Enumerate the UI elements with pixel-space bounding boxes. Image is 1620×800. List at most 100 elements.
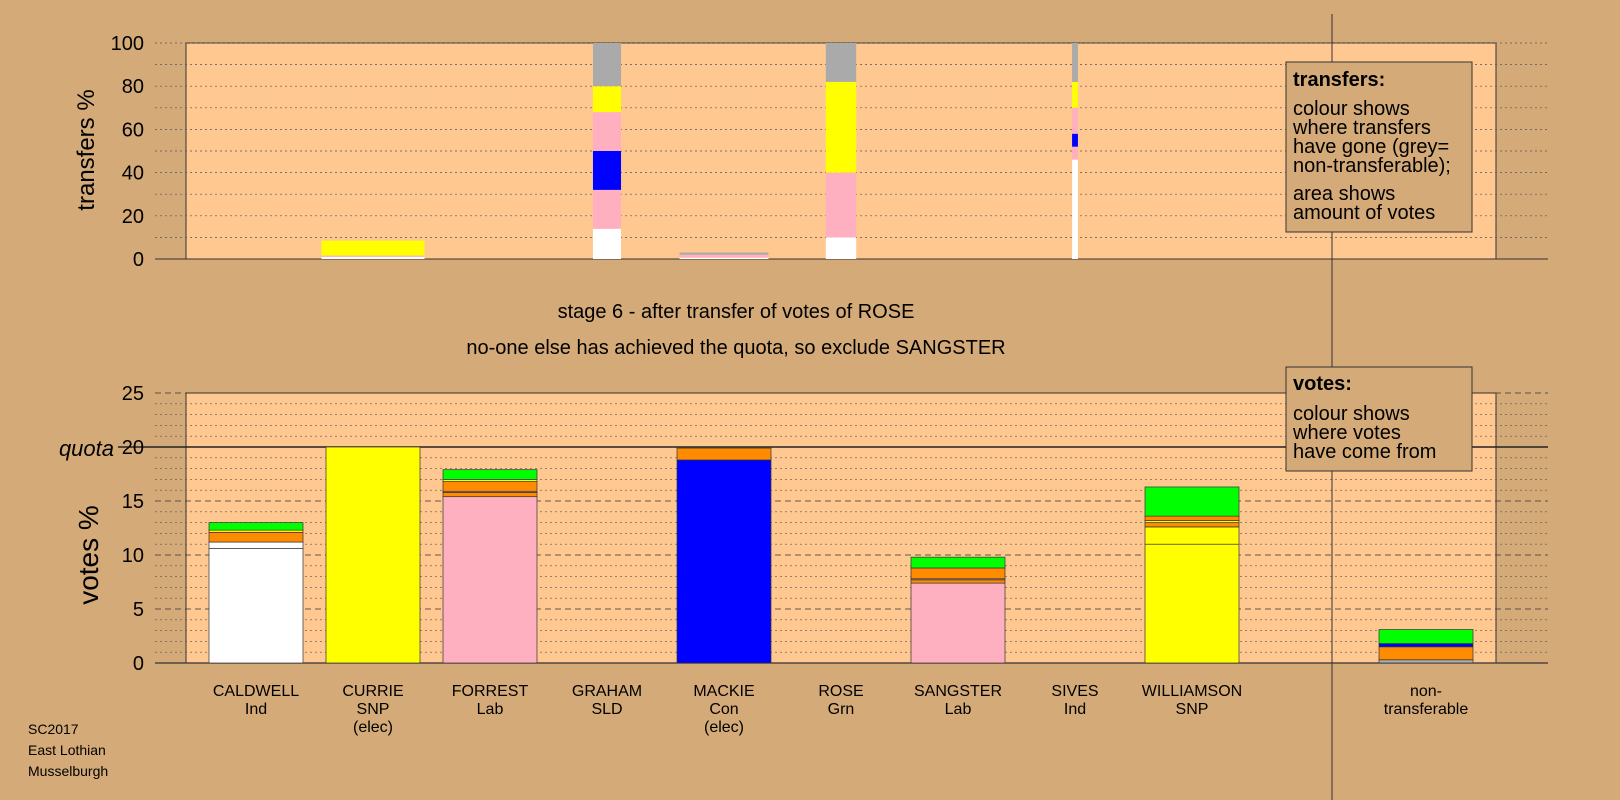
vote-bar-segment — [325, 446, 421, 664]
vote-bar-non-transferable — [1378, 629, 1474, 664]
votes-legend-line: colour shows — [1293, 403, 1410, 425]
vote-bar-segment — [1378, 646, 1474, 661]
transfer-bar-segment — [679, 252, 769, 255]
candidate-label: non-transferable — [1384, 683, 1469, 718]
transfer-bar-rose — [825, 43, 857, 259]
quota-label: quota — [59, 436, 114, 461]
transfer-bar-segment — [592, 228, 622, 259]
candidate-party: SLD — [591, 701, 622, 718]
stage-subtitle: no-one else has achieved the quota, so e… — [466, 337, 1005, 359]
transfer-bar-segment — [1072, 159, 1078, 259]
transfer-bar-segment — [592, 189, 622, 229]
transfers-legend-line: where transfers — [1292, 117, 1431, 139]
candidate-status: (elec) — [353, 719, 393, 736]
votes-y-tick-label: 25 — [122, 383, 144, 405]
transfer-bar-segment — [592, 112, 622, 151]
transfer-bar-segment — [1072, 146, 1078, 160]
votes-y-tick-label: 5 — [133, 599, 144, 621]
vote-bar-mackie — [676, 447, 772, 664]
vote-bar-segment — [208, 531, 304, 543]
candidate-labels: CALDWELLIndCURRIESNP(elec)FORRESTLabGRAH… — [213, 683, 1468, 736]
votes-y-tick-label: 15 — [122, 491, 144, 513]
candidate-name: SANGSTER — [914, 683, 1002, 700]
candidate-party: transferable — [1384, 701, 1469, 718]
vote-bar-segment — [208, 541, 304, 549]
votes-bars — [208, 446, 1474, 664]
vote-bar-currie — [325, 446, 421, 664]
transfers-y-tick-label: 40 — [122, 163, 144, 185]
transfers-legend-line: area shows — [1293, 183, 1395, 205]
transfers-legend-line: colour shows — [1293, 98, 1410, 120]
transfers-legend-line: amount of votes — [1293, 202, 1435, 224]
transfer-bar-segment — [592, 86, 622, 113]
transfers-bars — [321, 43, 1078, 259]
vote-bar-segment — [442, 492, 538, 498]
vote-bar-segment — [1378, 659, 1474, 664]
transfer-bar-segment — [321, 256, 425, 259]
votes-y-tick-label: 20 — [122, 437, 144, 459]
transfer-bar-segment — [679, 257, 769, 259]
vote-bar-segment — [208, 548, 304, 664]
votes-y-tick-label: 0 — [133, 653, 144, 675]
vote-bar-segment — [676, 459, 772, 664]
candidate-party: Lab — [945, 701, 972, 718]
votes-legend-line: where votes — [1292, 422, 1401, 444]
votes-legend-heading: votes: — [1293, 373, 1352, 395]
candidate-name: CALDWELL — [213, 683, 299, 700]
transfers-y-tick-label: 100 — [111, 33, 144, 55]
votes-legend-line: have come from — [1293, 441, 1436, 463]
transfer-bar-sives — [1072, 43, 1078, 259]
vote-bar-segment — [910, 556, 1006, 569]
stage-title: stage 6 - after transfer of votes of ROS… — [558, 301, 915, 323]
candidate-name: FORREST — [452, 683, 529, 700]
footer-line: East Lothian — [28, 742, 106, 758]
transfer-bar-segment — [825, 43, 857, 82]
transfer-bar-currie — [321, 240, 425, 259]
candidate-status: (elec) — [704, 719, 744, 736]
transfers-y-tick-label: 60 — [122, 119, 144, 141]
candidate-name: CURRIE — [342, 683, 403, 700]
candidate-party: Con — [709, 701, 738, 718]
transfer-bar-segment — [1072, 133, 1078, 147]
candidate-party: Grn — [828, 701, 855, 718]
vote-bar-segment — [910, 567, 1006, 580]
transfer-bar-segment — [825, 172, 857, 238]
candidate-name: SIVES — [1051, 683, 1098, 700]
candidate-name: WILLIAMSON — [1142, 683, 1242, 700]
vote-bar-williamson — [1144, 486, 1240, 664]
vote-bar-segment — [1144, 522, 1240, 528]
transfers-legend-line: have gone (grey= — [1293, 136, 1449, 158]
transfers-y-tick-label: 20 — [122, 206, 144, 228]
transfer-bar-segment — [321, 240, 425, 256]
candidate-name: GRAHAM — [572, 683, 642, 700]
transfer-bar-segment — [592, 151, 622, 190]
candidate-name: non- — [1410, 683, 1442, 700]
footer-line: Musselburgh — [28, 763, 108, 779]
transfers-legend-box — [1285, 61, 1473, 233]
candidate-party: Ind — [245, 701, 267, 718]
vote-bar-segment — [442, 481, 538, 492]
votes-y-axis-label: votes % — [73, 505, 104, 605]
candidate-party: Ind — [1064, 701, 1086, 718]
vote-bar-segment — [442, 469, 538, 480]
transfer-bar-mackie — [679, 252, 769, 259]
transfer-bar-segment — [1072, 107, 1078, 134]
transfer-bar-graham — [592, 43, 622, 259]
vote-bar-segment — [442, 496, 538, 664]
votes-y-tick-label: 10 — [122, 545, 144, 567]
transfer-bar-segment — [679, 254, 769, 258]
candidate-party: SNP — [1176, 701, 1209, 718]
transfers-y-axis-label: transfers % — [73, 89, 100, 210]
vote-bar-segment — [1144, 515, 1240, 521]
candidate-name: MACKIE — [693, 683, 754, 700]
